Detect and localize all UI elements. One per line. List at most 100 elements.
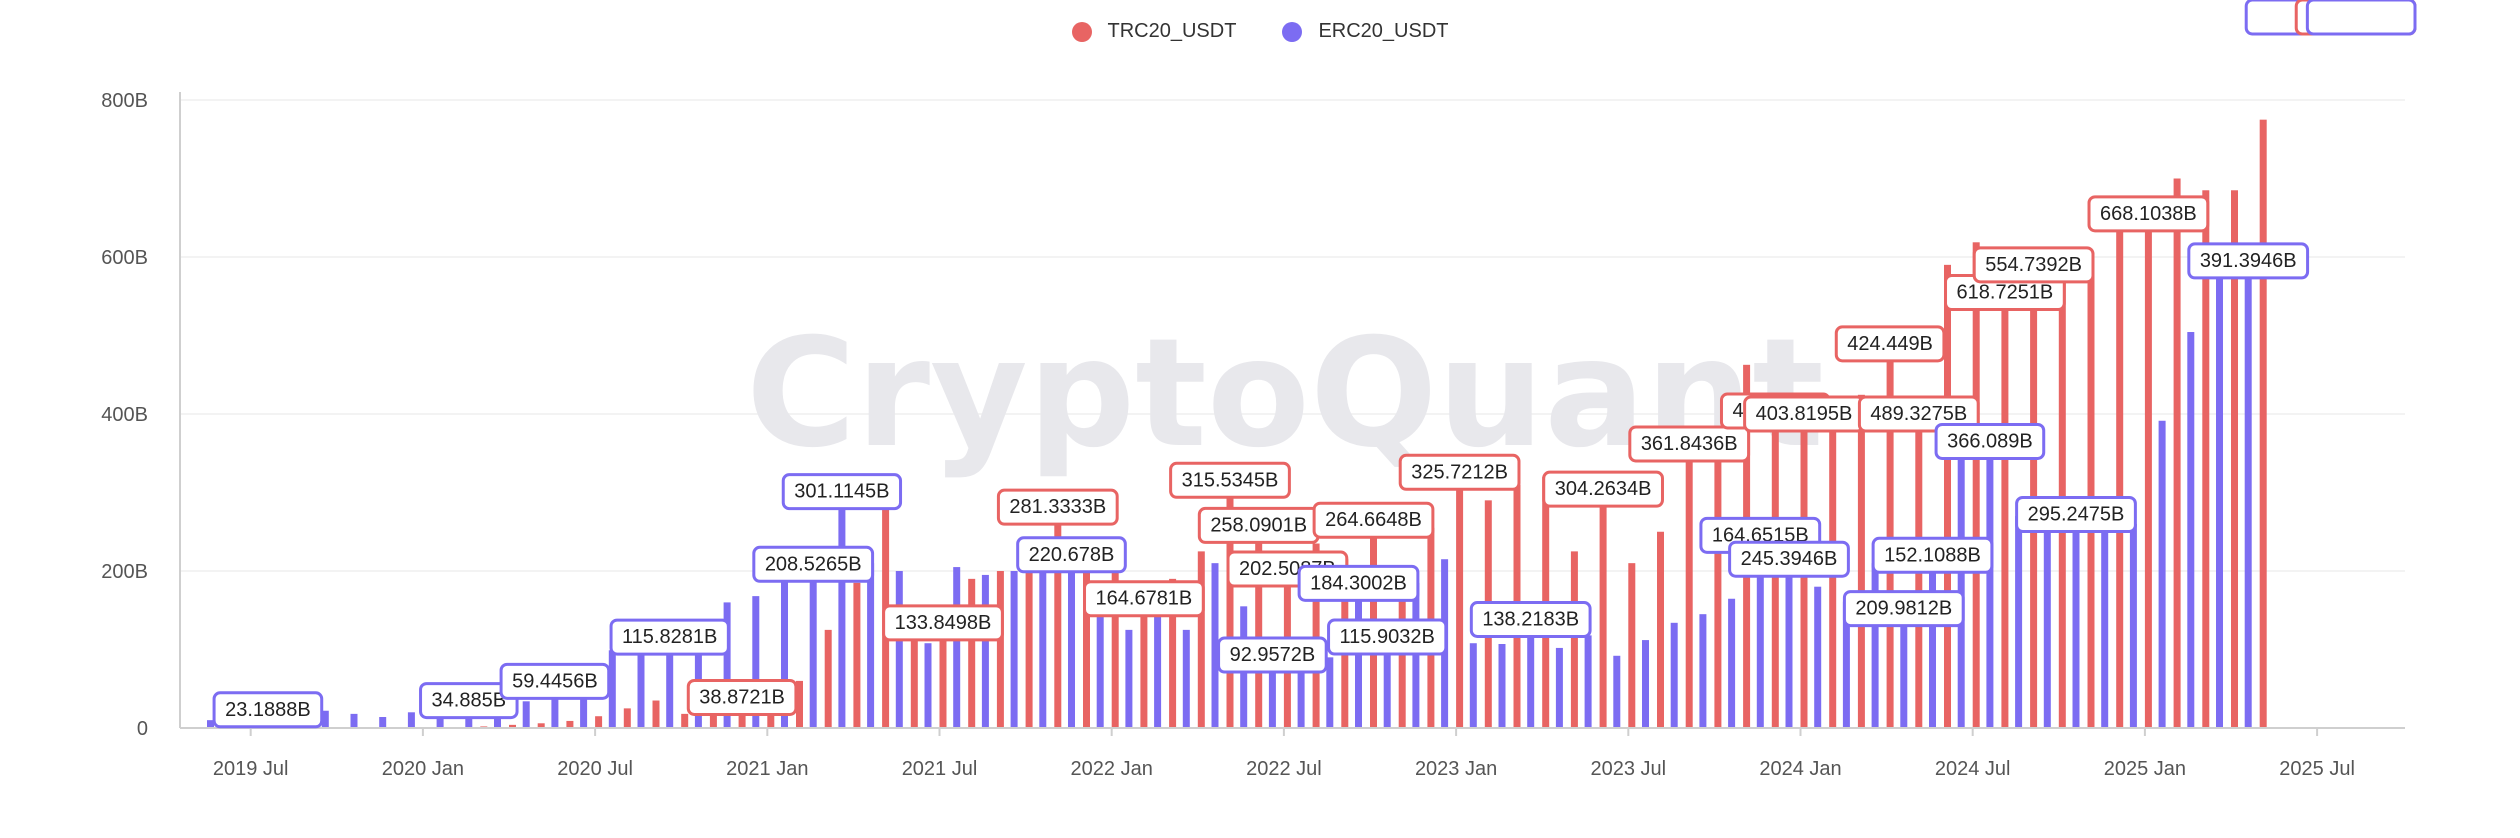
bar-erc[interactable] xyxy=(1842,601,1850,728)
bar-erc[interactable] xyxy=(1154,610,1162,728)
bar-erc[interactable] xyxy=(1125,629,1133,728)
bar-erc[interactable] xyxy=(1814,586,1822,728)
bar-trc[interactable] xyxy=(910,610,918,728)
bar-trc[interactable] xyxy=(2231,190,2238,728)
bar-trc[interactable] xyxy=(1111,563,1119,728)
bar-erc[interactable] xyxy=(436,710,444,728)
bar-erc[interactable] xyxy=(2043,496,2051,728)
bar-erc[interactable] xyxy=(407,712,415,728)
bar-trc[interactable] xyxy=(595,716,603,728)
bar-erc[interactable] xyxy=(2101,504,2109,728)
bar-erc[interactable] xyxy=(1182,629,1190,728)
bar-erc[interactable] xyxy=(1010,571,1018,728)
bar-erc[interactable] xyxy=(1785,559,1793,728)
bar-trc[interactable] xyxy=(1054,507,1062,728)
bar-erc[interactable] xyxy=(1469,643,1477,728)
bar-trc[interactable] xyxy=(939,622,947,728)
bar-erc[interactable] xyxy=(608,650,616,728)
bar-erc[interactable] xyxy=(1584,635,1592,728)
bar-erc[interactable] xyxy=(838,491,846,728)
bar-erc[interactable] xyxy=(1613,655,1621,728)
bar-erc[interactable] xyxy=(924,643,932,728)
bar-erc[interactable] xyxy=(207,720,214,728)
bar-trc[interactable] xyxy=(1570,551,1578,728)
bar-erc[interactable] xyxy=(781,574,788,728)
bar-trc[interactable] xyxy=(996,571,1004,728)
bar-erc[interactable] xyxy=(981,574,989,728)
bar-erc[interactable] xyxy=(723,602,731,728)
bar-erc[interactable] xyxy=(1068,554,1075,728)
bar-erc[interactable] xyxy=(1326,657,1334,728)
bar-trc[interactable] xyxy=(1657,531,1664,728)
bar-trc[interactable] xyxy=(1083,551,1090,728)
bar-trc[interactable] xyxy=(824,629,832,728)
bar-erc[interactable] xyxy=(2187,332,2195,728)
bar-erc[interactable] xyxy=(1527,619,1535,728)
bar-erc[interactable] xyxy=(1699,614,1707,728)
bar-erc[interactable] xyxy=(1728,598,1736,728)
bar-trc[interactable] xyxy=(1197,551,1205,728)
bar-trc[interactable] xyxy=(2173,178,2181,729)
bar-trc[interactable] xyxy=(796,680,803,728)
bar-trc[interactable] xyxy=(1886,343,1894,728)
bar-erc[interactable] xyxy=(752,596,760,728)
bar-erc[interactable] xyxy=(379,717,387,728)
bar-erc[interactable] xyxy=(1929,555,1936,728)
bar-trc[interactable] xyxy=(509,724,516,728)
bar-trc[interactable] xyxy=(1226,480,1234,728)
bar-trc[interactable] xyxy=(623,708,631,728)
bar-erc[interactable] xyxy=(2129,523,2137,728)
bar-trc[interactable] xyxy=(2202,190,2210,728)
bar-erc[interactable] xyxy=(895,571,903,728)
bar-erc[interactable] xyxy=(1498,644,1506,728)
bar-erc[interactable] xyxy=(1555,647,1563,728)
bar-trc[interactable] xyxy=(2001,292,2009,728)
bar-trc[interactable] xyxy=(2087,253,2095,728)
bar-trc[interactable] xyxy=(709,704,717,728)
bar-trc[interactable] xyxy=(1456,472,1464,728)
bar-erc[interactable] xyxy=(1670,622,1678,728)
bar-trc[interactable] xyxy=(1972,242,1980,729)
legend-item-erc[interactable]: ERC20_USDT xyxy=(1282,20,1448,43)
bar-trc[interactable] xyxy=(2259,119,2267,728)
bar-trc[interactable] xyxy=(1140,598,1148,728)
bar-erc[interactable] xyxy=(350,713,358,728)
bar-erc[interactable] xyxy=(1297,660,1305,728)
bar-trc[interactable] xyxy=(566,720,574,728)
bar-erc[interactable] xyxy=(1039,539,1047,728)
bar-erc[interactable] xyxy=(321,710,329,728)
bar-erc[interactable] xyxy=(867,563,875,728)
bar-trc[interactable] xyxy=(1857,394,1865,728)
bar-trc[interactable] xyxy=(1169,578,1177,728)
bar-trc[interactable] xyxy=(2116,203,2124,728)
legend-item-trc[interactable]: TRC20_USDT xyxy=(1071,20,1236,43)
bar-erc[interactable] xyxy=(2158,420,2166,728)
bar-erc[interactable] xyxy=(1355,583,1362,728)
bar-erc[interactable] xyxy=(666,637,674,728)
bar-erc[interactable] xyxy=(1756,535,1764,728)
bar-trc[interactable] xyxy=(1685,443,1693,728)
bar-trc[interactable] xyxy=(1025,547,1033,728)
bar-erc[interactable] xyxy=(2072,514,2080,728)
bar-trc[interactable] xyxy=(1255,525,1263,728)
bar-erc[interactable] xyxy=(809,564,817,728)
bar-erc[interactable] xyxy=(1383,637,1391,728)
bar-trc[interactable] xyxy=(2144,213,2152,728)
bar-erc[interactable] xyxy=(2244,260,2252,728)
bar-trc[interactable] xyxy=(1944,264,1951,728)
bar-trc[interactable] xyxy=(1714,461,1722,728)
bar-trc[interactable] xyxy=(1628,563,1636,728)
bar-erc[interactable] xyxy=(1268,655,1276,728)
bar-erc[interactable] xyxy=(1642,640,1649,728)
bar-erc[interactable] xyxy=(1900,608,1908,728)
bar-trc[interactable] xyxy=(968,578,976,728)
bar-erc[interactable] xyxy=(637,645,645,728)
bar-erc[interactable] xyxy=(953,567,961,728)
bar-trc[interactable] xyxy=(853,582,861,728)
bar-erc[interactable] xyxy=(1211,563,1219,728)
bar-trc[interactable] xyxy=(652,700,660,728)
bar-trc[interactable] xyxy=(2058,260,2066,728)
bar-trc[interactable] xyxy=(537,723,545,728)
bar-erc[interactable] xyxy=(522,701,530,728)
bar-erc[interactable] xyxy=(1986,441,1994,728)
